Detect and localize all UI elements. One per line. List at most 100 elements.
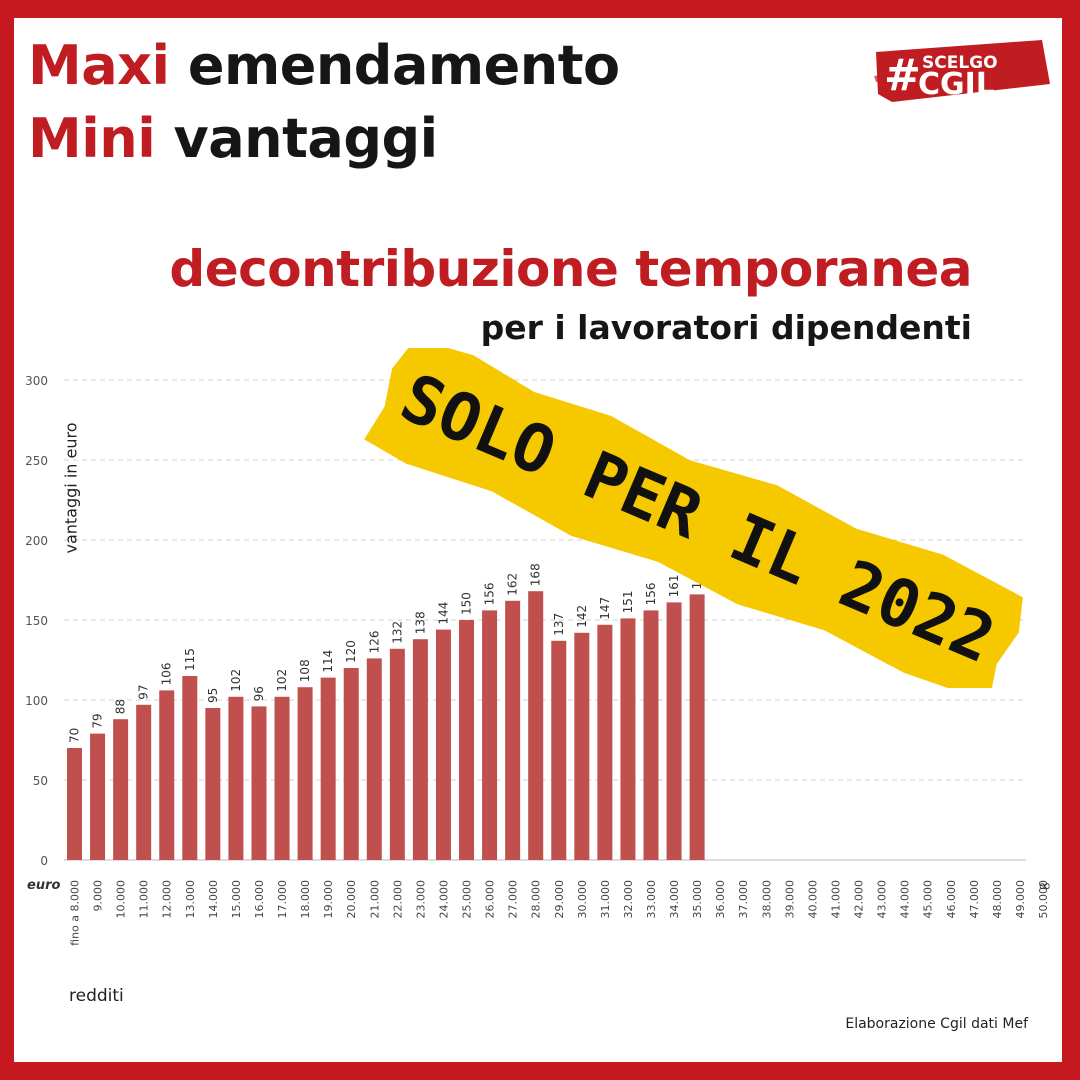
data-label: 102 — [275, 669, 289, 692]
x-tick-label: fino a 8.000 — [69, 880, 82, 946]
data-label: 162 — [506, 573, 520, 596]
x-tick-label: 17.000 — [276, 880, 289, 919]
x-unit-label: euro — [27, 878, 60, 893]
data-label: 120 — [344, 640, 358, 663]
x-tick-label: 43.000 — [876, 880, 889, 919]
bar — [366, 658, 382, 860]
x-tick-label: 25.000 — [461, 880, 474, 919]
data-label: 126 — [367, 630, 381, 653]
x-tick-label: 16.000 — [253, 880, 266, 919]
bar — [482, 610, 498, 860]
data-label: 70 — [68, 728, 82, 743]
x-tick-label: 10.000 — [115, 880, 128, 919]
stamp-banner: SOLO PER IL 2022 — [364, 348, 1023, 688]
data-label: 142 — [575, 605, 589, 628]
bar — [90, 733, 106, 860]
x-tick-label: 49.000 — [1014, 880, 1027, 919]
x-tick-label: 22.000 — [391, 880, 404, 919]
y-tick-label: 100 — [25, 694, 48, 708]
x-tick-label: 32.000 — [622, 880, 635, 919]
headline-vantaggi: vantaggi — [155, 107, 439, 170]
y-tick-label: 0 — [40, 854, 48, 868]
x-tick-label: 23.000 — [414, 880, 427, 919]
headline-maxi: Maxi — [28, 34, 170, 97]
bar — [597, 624, 613, 860]
data-label: 95 — [206, 688, 220, 703]
bar — [274, 696, 290, 860]
x-tick-label: 42.000 — [853, 880, 866, 919]
x-tick-label: 40.000 — [806, 880, 819, 919]
x-tick-label: 44.000 — [899, 880, 912, 919]
data-label: 79 — [91, 713, 105, 728]
bar — [343, 668, 359, 860]
bar — [505, 600, 521, 860]
subtitle-2: per i lavoratori dipendenti — [480, 308, 972, 347]
x-tick-label: 15.000 — [230, 880, 243, 919]
bar — [113, 719, 129, 860]
logo-hash: # — [884, 50, 921, 101]
x-tick-label: 20.000 — [345, 880, 358, 919]
bar — [574, 632, 590, 860]
headline-line-2: Mini vantaggi — [28, 109, 438, 169]
poster-frame: Maxi emendamento Mini vantaggi # SCELGO … — [14, 18, 1062, 1062]
x-tick-label: 30.000 — [576, 880, 589, 919]
y-tick-label: 300 — [25, 374, 48, 388]
source-note: Elaborazione Cgil dati Mef — [845, 1016, 1028, 1032]
bar — [459, 620, 475, 860]
bar — [251, 706, 267, 860]
data-label: 156 — [644, 582, 658, 605]
data-label: 88 — [114, 699, 128, 714]
data-label: 102 — [229, 669, 243, 692]
headline-emendamento: emendamento — [169, 34, 620, 97]
x-tick-label: 35.000 — [691, 880, 704, 919]
x-axis-label: redditi — [69, 986, 124, 1006]
x-tick-label: 31.000 — [599, 880, 612, 919]
bar — [620, 618, 636, 860]
x-tick-label: 34.000 — [668, 880, 681, 919]
data-label: 161 — [667, 574, 681, 597]
x-tick-label: 28.000 — [530, 880, 543, 919]
data-label: 168 — [529, 563, 543, 586]
x-tick-label: 12.000 — [161, 880, 174, 919]
y-tick-label: 200 — [25, 534, 48, 548]
infinity-label: ∞ — [1038, 876, 1051, 895]
bar — [136, 704, 152, 860]
x-tick-label: 18.000 — [299, 880, 312, 919]
x-tick-label: 14.000 — [207, 880, 220, 919]
bar — [528, 591, 544, 860]
bar — [320, 677, 336, 860]
bar — [205, 708, 221, 860]
x-tick-label: 48.000 — [991, 880, 1004, 919]
bar-chart: 0 50 100 150 200 250 300 70 fino a 8.000 79 9.000 8… — [25, 374, 1051, 946]
data-label: 150 — [460, 592, 474, 615]
data-label: 96 — [252, 686, 266, 701]
x-tick-label: 46.000 — [945, 880, 958, 919]
x-tick-label: 19.000 — [322, 880, 335, 919]
bar — [666, 602, 682, 860]
x-tick-label: 41.000 — [829, 880, 842, 919]
bar — [551, 640, 567, 860]
x-tick-label: 50.000 — [1037, 880, 1050, 919]
headline-line-1: Maxi emendamento — [28, 36, 620, 96]
data-label: 132 — [390, 621, 404, 644]
bar — [159, 690, 175, 860]
bar — [412, 639, 428, 860]
data-label: 138 — [413, 611, 427, 634]
data-label: 114 — [321, 650, 335, 673]
x-tick-label: 29.000 — [553, 880, 566, 919]
y-axis-label: vantaggi in euro — [61, 422, 81, 554]
x-tick-label: 24.000 — [437, 880, 450, 919]
x-tick-label: 38.000 — [760, 880, 773, 919]
x-tick-label: 45.000 — [922, 880, 935, 919]
x-tick-label: 27.000 — [507, 880, 520, 919]
data-label: 97 — [137, 685, 151, 700]
x-tick-label: 33.000 — [645, 880, 658, 919]
x-tick-label: 21.000 — [368, 880, 381, 919]
stamp-text: SOLO PER IL 2022 — [390, 359, 1005, 678]
bar — [182, 676, 198, 860]
data-label: 151 — [621, 590, 635, 613]
x-tick-label: 9.000 — [92, 880, 105, 912]
data-label: 137 — [552, 613, 566, 636]
x-tick-label: 11.000 — [138, 880, 151, 919]
logo-scelgo: SCELGO — [922, 53, 998, 73]
